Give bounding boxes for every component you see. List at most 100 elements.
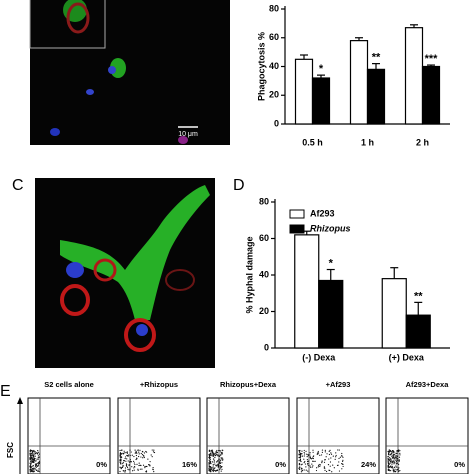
panel-label: E: [0, 383, 11, 400]
event-dot: [211, 449, 214, 451]
event-dot: [122, 452, 124, 454]
event-dot: [389, 450, 391, 452]
event-dot: [34, 460, 36, 462]
event-dot: [36, 462, 38, 465]
x-tick-label: (+) Dexa: [389, 352, 425, 362]
event-dot: [130, 451, 132, 453]
event-dot: [220, 453, 222, 455]
event-dot: [141, 468, 143, 470]
event-dot: [299, 454, 302, 456]
event-dot: [124, 471, 126, 473]
event-dot: [126, 458, 128, 460]
event-dot: [35, 469, 37, 471]
event-dot: [128, 461, 131, 463]
event-dot: [209, 458, 211, 460]
event-dot: [218, 455, 220, 457]
plot-frame: [296, 397, 380, 474]
scale-bar-label: 10 μm: [178, 131, 198, 138]
event-dot: [324, 451, 326, 453]
y-axis-label: Phagocytosis %: [256, 32, 266, 101]
bar: [311, 77, 331, 125]
event-dot: [215, 461, 218, 463]
event-dot: [310, 458, 313, 460]
legend-label: Rhizopus: [310, 223, 351, 233]
event-dot: [395, 463, 397, 465]
event-dot: [38, 460, 40, 462]
event-dot: [390, 453, 393, 455]
event-dot: [218, 458, 220, 460]
event-dot: [299, 451, 301, 454]
event-dot: [148, 464, 150, 466]
event-dot: [304, 460, 306, 463]
event-dot: [321, 451, 323, 453]
event-dot: [140, 456, 142, 458]
y-tick-label: 60: [269, 32, 279, 42]
event-dot: [299, 460, 302, 462]
event-dot: [212, 470, 214, 473]
event-dot: [320, 454, 323, 456]
event-dot: [395, 455, 397, 457]
event-dot: [335, 452, 337, 454]
event-dot: [299, 456, 301, 458]
x-tick-label: 1 h: [361, 137, 374, 147]
event-dot: [129, 454, 131, 457]
event-dot: [338, 461, 340, 463]
event-dot: [298, 454, 300, 456]
event-dot: [393, 471, 395, 473]
event-dot: [214, 469, 216, 472]
event-dot: [394, 453, 396, 455]
event-dot: [35, 464, 37, 466]
event-dot: [396, 451, 398, 453]
event-dot: [326, 453, 328, 455]
event-dot: [396, 458, 398, 460]
event-dot: [119, 452, 122, 454]
significance: **: [372, 52, 381, 64]
event-dot: [329, 465, 331, 467]
event-dot: [215, 465, 218, 467]
event-dot: [37, 458, 39, 460]
event-dot: [140, 464, 142, 467]
event-dot: [391, 451, 393, 453]
event-dot: [299, 466, 301, 468]
event-dot: [395, 452, 397, 454]
event-dot: [138, 464, 140, 467]
event-dot: [33, 467, 35, 469]
significance: **: [414, 290, 423, 302]
event-dot: [316, 467, 318, 469]
event-dot: [395, 461, 398, 463]
event-dot: [131, 454, 133, 456]
event-dot: [309, 456, 311, 458]
event-dot: [32, 459, 34, 461]
event-dot: [398, 449, 400, 451]
y-tick-label: 0: [264, 342, 269, 352]
event-dot: [299, 458, 302, 460]
event-dot: [217, 466, 219, 468]
event-dot: [124, 456, 127, 458]
event-dot: [312, 451, 314, 453]
event-dot: [136, 458, 138, 460]
event-dot: [38, 456, 40, 458]
event-dot: [215, 470, 217, 472]
event-dot: [126, 463, 128, 466]
event-dot: [312, 465, 314, 467]
event-dot: [390, 460, 392, 462]
event-dot: [397, 457, 399, 459]
event-dot: [147, 458, 149, 460]
event-dot: [319, 464, 321, 466]
event-dot: [125, 451, 127, 453]
event-dot: [303, 469, 305, 471]
event-dot: [396, 453, 398, 455]
event-dot: [36, 452, 38, 454]
event-dot: [392, 461, 394, 464]
event-dot: [338, 457, 340, 460]
bar: [421, 65, 441, 125]
event-dot: [306, 459, 308, 461]
event-dot: [38, 453, 40, 455]
event-dot: [396, 455, 398, 457]
legend-swatch: [289, 224, 305, 234]
event-dot: [342, 460, 344, 462]
event-dot: [392, 450, 395, 452]
event-dot: [32, 452, 34, 455]
event-dot: [153, 449, 155, 451]
event-dot: [135, 454, 137, 457]
